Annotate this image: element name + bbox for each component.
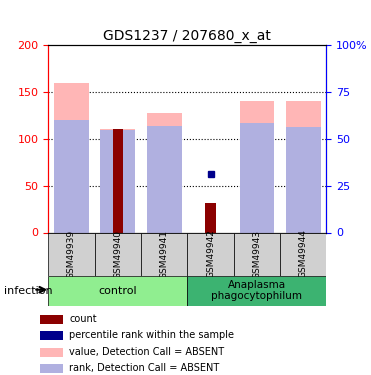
FancyBboxPatch shape <box>234 232 280 276</box>
Text: rank, Detection Call = ABSENT: rank, Detection Call = ABSENT <box>69 363 220 373</box>
FancyBboxPatch shape <box>48 276 187 306</box>
FancyBboxPatch shape <box>280 232 326 276</box>
Bar <box>54 120 89 232</box>
Bar <box>286 101 321 232</box>
Text: GSM49943: GSM49943 <box>252 230 262 279</box>
Bar <box>286 127 321 232</box>
Title: GDS1237 / 207680_x_at: GDS1237 / 207680_x_at <box>104 28 271 43</box>
Bar <box>113 129 123 232</box>
Text: GSM49941: GSM49941 <box>160 230 169 279</box>
Bar <box>206 202 216 232</box>
FancyBboxPatch shape <box>141 232 187 276</box>
Bar <box>101 130 135 232</box>
Text: control: control <box>98 286 137 296</box>
Text: value, Detection Call = ABSENT: value, Detection Call = ABSENT <box>69 347 224 357</box>
FancyBboxPatch shape <box>187 232 234 276</box>
Text: GSM49942: GSM49942 <box>206 230 215 279</box>
Bar <box>147 113 181 232</box>
Bar <box>240 101 274 232</box>
Text: GSM49940: GSM49940 <box>113 230 122 279</box>
FancyBboxPatch shape <box>48 232 95 276</box>
Text: infection: infection <box>4 286 52 296</box>
Bar <box>40 363 63 373</box>
Bar <box>147 126 181 232</box>
FancyBboxPatch shape <box>95 232 141 276</box>
Bar <box>101 129 135 232</box>
Text: Anaplasma
phagocytophilum: Anaplasma phagocytophilum <box>211 280 302 302</box>
Bar <box>40 348 63 357</box>
Bar <box>40 315 63 324</box>
Text: percentile rank within the sample: percentile rank within the sample <box>69 330 234 340</box>
Bar <box>240 123 274 232</box>
Text: GSM49939: GSM49939 <box>67 230 76 279</box>
Text: GSM49944: GSM49944 <box>299 230 308 279</box>
FancyBboxPatch shape <box>187 276 326 306</box>
Text: count: count <box>69 315 97 324</box>
Bar <box>54 82 89 232</box>
Bar <box>40 331 63 340</box>
